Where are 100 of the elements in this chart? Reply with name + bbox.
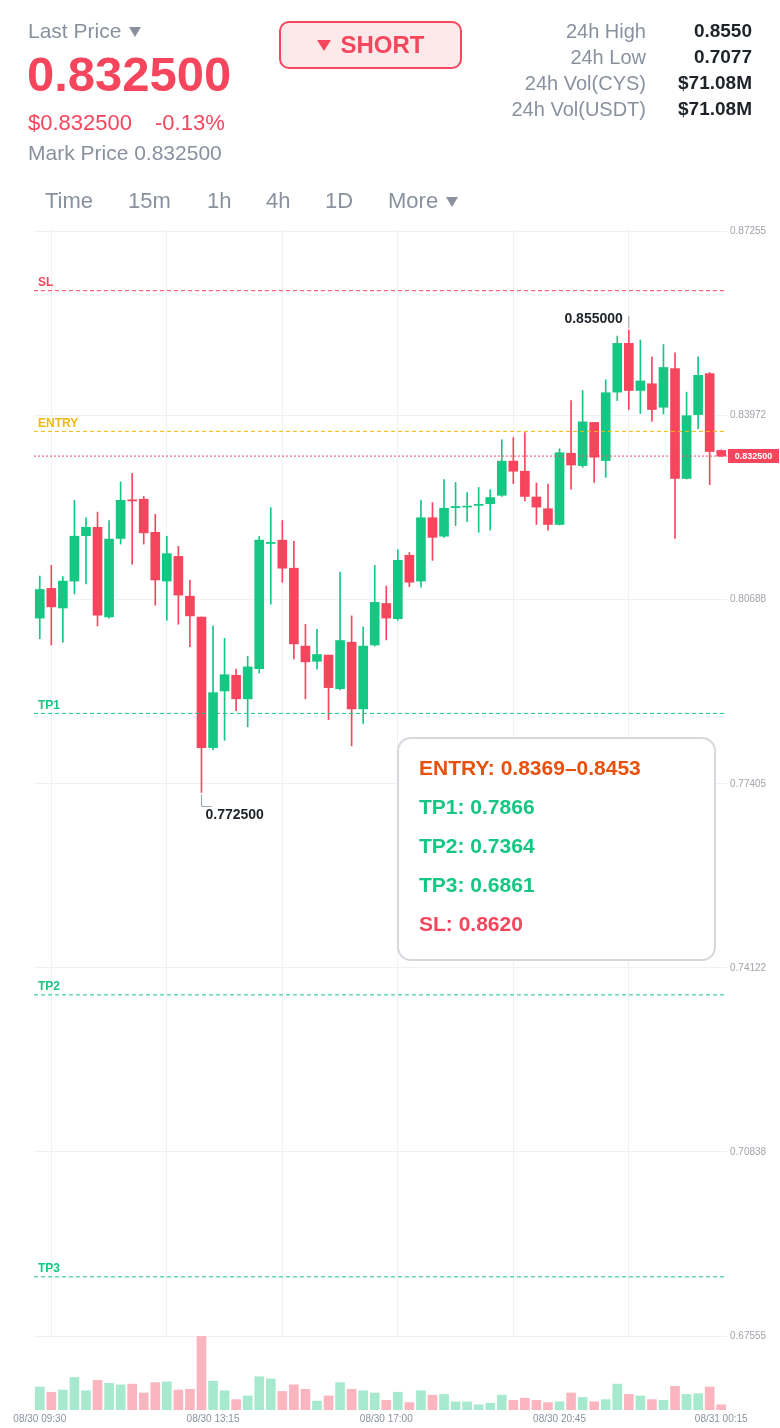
candlestick: [265, 507, 276, 605]
bar: [312, 1400, 322, 1410]
bar: [265, 1378, 276, 1410]
ref-line-label: TP3: [38, 1261, 61, 1276]
bar: [34, 1386, 45, 1410]
text: SHORT: [340, 31, 425, 59]
bar: [219, 1390, 230, 1410]
bar: [115, 1384, 126, 1410]
text: 24h Vol(CYS): [524, 72, 646, 94]
ref-line-label: ENTRY: [38, 415, 79, 430]
text: 24h Low: [570, 46, 646, 68]
bar: [196, 1336, 207, 1410]
bar: [531, 1400, 542, 1410]
annotation: ENTRY: 0.8369–0.8453: [419, 755, 641, 781]
bar: [647, 1399, 657, 1410]
candlestick: [127, 473, 138, 565]
candlestick: [473, 487, 484, 533]
text: Last Price: [28, 19, 122, 42]
bar: [323, 1395, 334, 1410]
annotation: TP1: 0.7866: [419, 794, 535, 820]
bar: [346, 1388, 357, 1410]
bar: [681, 1394, 692, 1410]
y-tick-label: 0.67555: [730, 1329, 767, 1341]
y-tick-label: 0.87255: [730, 225, 767, 237]
x-tick-label: 08/30 09:30: [13, 1412, 67, 1424]
bar: [566, 1392, 576, 1410]
bar: [58, 1389, 68, 1410]
bar: [439, 1394, 449, 1410]
text: 0.7077: [693, 46, 752, 67]
candlestick: [485, 489, 496, 531]
x-tick-label: 08/30 17:00: [359, 1412, 414, 1424]
text: $0.832500: [28, 110, 132, 135]
bar: [658, 1400, 669, 1410]
bar: [381, 1400, 392, 1410]
annotation: 0.772500: [205, 806, 265, 823]
bar: [162, 1381, 172, 1410]
bar: [427, 1394, 438, 1410]
text: $71.08M: [678, 72, 752, 93]
x-tick-label: 08/30 13:15: [186, 1412, 240, 1424]
y-tick-label: 0.83972: [730, 409, 767, 421]
bar: [69, 1377, 80, 1410]
bar: [543, 1402, 553, 1410]
text: 24h Vol(USDT): [511, 98, 646, 120]
bar: [393, 1391, 403, 1410]
bar: [520, 1397, 530, 1410]
x-tick-label: 08/30 20:45: [533, 1412, 587, 1424]
bar: [369, 1392, 380, 1410]
bar: [508, 1400, 519, 1410]
bar: [173, 1389, 184, 1410]
bar: [624, 1394, 634, 1410]
text: 0.832500: [27, 47, 232, 101]
bar: [231, 1399, 241, 1410]
annotation: SL: 0.8620: [419, 911, 523, 937]
bar: [127, 1383, 138, 1410]
ref-line-label: 0.832500: [734, 450, 773, 461]
bar: [185, 1388, 195, 1410]
bar: [693, 1393, 703, 1410]
bar: [335, 1382, 345, 1410]
bar: [46, 1391, 57, 1410]
x-tick-label: 08/31 00:15: [694, 1412, 749, 1424]
text: 1D: [325, 188, 354, 213]
annotation: TP2: 0.7364: [419, 833, 535, 859]
bar: [496, 1394, 507, 1410]
bar: [92, 1380, 103, 1410]
bar: [104, 1383, 114, 1410]
y-tick-label: 0.77405: [730, 777, 767, 789]
ref-line-label: SL: [38, 274, 54, 289]
annotation: TP3: 0.6861: [419, 872, 535, 898]
candlestick: [312, 628, 322, 670]
text: Mark Price 0.832500: [28, 141, 222, 164]
y-tick-label: 0.74122: [730, 961, 767, 973]
bar: [300, 1388, 311, 1410]
bar: [462, 1401, 472, 1410]
text: $71.08M: [678, 98, 752, 119]
bar: [416, 1390, 426, 1410]
y-tick-label: 0.70838: [730, 1145, 767, 1157]
text: 1h: [207, 188, 232, 213]
bar: [635, 1395, 646, 1410]
text: 24h High: [565, 20, 646, 42]
bar: [289, 1384, 299, 1410]
bar: [589, 1401, 600, 1410]
bar: [404, 1402, 415, 1410]
text: More: [388, 188, 439, 213]
bar: [277, 1391, 288, 1410]
bar: [577, 1397, 588, 1410]
y-tick-label: 0.80688: [730, 593, 767, 605]
ref-line-label: TP2: [38, 979, 61, 994]
bar: [208, 1380, 218, 1410]
bar: [670, 1385, 680, 1410]
bar: [81, 1390, 91, 1410]
candlestick: [81, 517, 91, 585]
text: Time: [45, 188, 94, 213]
annotation: 0.855000: [564, 309, 624, 326]
candlestick: [46, 565, 57, 646]
ref-line-label: TP1: [38, 697, 61, 712]
text: 15m: [128, 188, 171, 213]
bar: [358, 1390, 369, 1410]
text: 4h: [266, 188, 291, 213]
text: 0.8550: [693, 20, 752, 41]
text: -0.13%: [155, 110, 225, 135]
